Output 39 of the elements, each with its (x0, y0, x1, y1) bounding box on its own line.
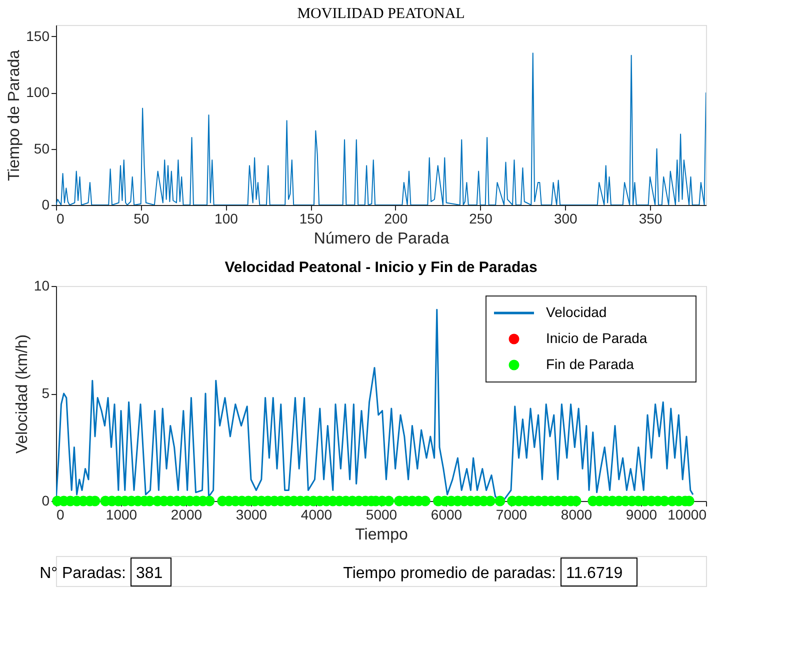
x-tick-label: 8000 (560, 506, 592, 522)
x-tick-label: 6000 (430, 506, 462, 522)
x-axis-title: Número de Parada (314, 230, 450, 248)
y-tick-label: 5 (42, 385, 50, 401)
legend-label: Fin de Parada (546, 356, 634, 372)
chart-title: MOVILIDAD PEATONAL (297, 6, 465, 22)
x-tick-label: 250 (469, 210, 493, 226)
x-tick-label: 0 (56, 506, 64, 522)
x-tick-label: 150 (299, 210, 323, 226)
y-tick-label: 10 (34, 278, 50, 294)
y-tick-label: 150 (26, 28, 50, 44)
y-tick-label: 50 (34, 140, 50, 156)
x-tick-label: 1000 (106, 506, 138, 522)
y-tick-label: 100 (26, 84, 50, 100)
text: 381 (136, 565, 163, 582)
legend-label: Velocidad (546, 304, 607, 320)
x-tick-label: 350 (638, 210, 662, 226)
chart-title: Velocidad Peatonal - Inicio y Fin de Paradas (224, 259, 538, 276)
x-axis-title: Tiempo (355, 526, 408, 544)
y-axis-title: Tiempo de Parada (6, 50, 24, 182)
x-tick-label: 3000 (236, 506, 268, 522)
x-tick-label: 5000 (366, 506, 398, 522)
x-tick-label: 200 (384, 210, 408, 226)
x-tick-label: 4000 (300, 506, 332, 522)
x-tick-label: 10000 (668, 506, 707, 522)
x-tick-label: 50 (134, 210, 150, 226)
legend-label: Inicio de Parada (546, 330, 648, 346)
text: N° Paradas: (40, 565, 126, 582)
x-tick-label: 7000 (496, 506, 528, 522)
x-tick-label: 9000 (626, 506, 658, 522)
y-tick-label: 0 (42, 196, 50, 212)
x-tick-label: 100 (214, 210, 238, 226)
x-tick-label: 0 (56, 210, 64, 226)
x-tick-label: 2000 (170, 506, 202, 522)
text: 11.6719 (566, 565, 623, 582)
y-axis-title: Velocidad (km/h) (14, 334, 31, 454)
x-tick-label: 300 (554, 210, 578, 226)
text: Tiempo promedio de paradas: (343, 565, 556, 582)
y-tick-label: 0 (42, 492, 50, 508)
